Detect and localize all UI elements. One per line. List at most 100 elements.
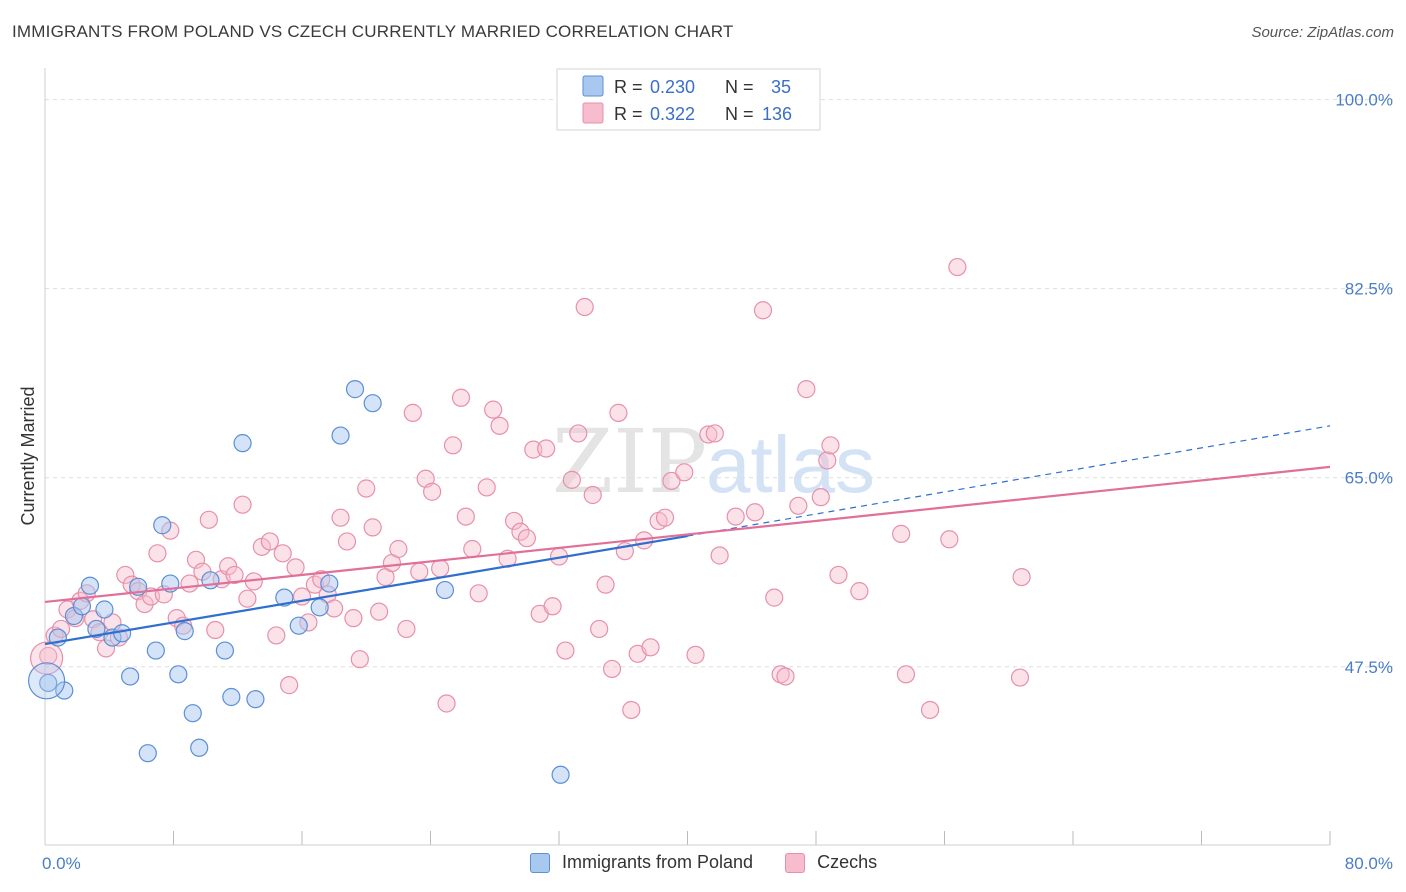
- x-tick-label-max: 80.0%: [1345, 854, 1393, 873]
- poland-point-large: [28, 662, 66, 700]
- legend-swatch-czech: [582, 102, 604, 124]
- czech-point: [753, 301, 773, 320]
- czech-point: [811, 488, 830, 507]
- czech-point: [148, 544, 167, 563]
- poland-point: [246, 690, 265, 709]
- czech-point: [596, 575, 615, 594]
- czech-point: [765, 588, 784, 607]
- poland-point: [169, 665, 188, 684]
- czech-point: [477, 478, 496, 497]
- czech-point: [583, 485, 602, 505]
- czech-point: [397, 619, 416, 639]
- czech-point: [280, 676, 299, 695]
- czech-point: [463, 539, 482, 559]
- czech-point: [443, 436, 463, 455]
- czech-point: [662, 471, 681, 491]
- czech-point: [273, 544, 292, 563]
- czech-point: [655, 508, 675, 527]
- y-tick-label: 100.0%: [1335, 91, 1393, 110]
- poland-point: [39, 673, 58, 693]
- poland-trend-extension: [687, 425, 1331, 537]
- czech-point: [451, 388, 471, 407]
- czech-point: [39, 646, 58, 666]
- bottom-legend-label-czech: Czechs: [817, 852, 878, 872]
- czech-point: [135, 594, 154, 614]
- czech-point: [892, 524, 911, 543]
- poland-point: [146, 641, 165, 660]
- poland-point: [153, 516, 172, 535]
- czech-point: [675, 463, 694, 482]
- czech-point: [821, 436, 840, 455]
- poland-point: [72, 597, 92, 616]
- czech-point: [410, 562, 429, 581]
- czech-point: [920, 700, 940, 720]
- czech-point: [431, 559, 450, 578]
- czech-point: [286, 558, 305, 577]
- czech-point: [116, 565, 135, 585]
- czech-point: [569, 424, 588, 443]
- poland-point: [331, 426, 350, 445]
- czech-point: [940, 530, 959, 549]
- watermark-atlas: atlas: [706, 420, 875, 509]
- czech-point: [267, 626, 286, 645]
- legend-r-label-poland: R =: [614, 77, 643, 97]
- chart-title: IMMIGRANTS FROM POLAND VS CZECH CURRENTL…: [12, 22, 734, 41]
- czech-point: [199, 510, 218, 529]
- legend-r-value-czech: 0.322: [650, 104, 695, 124]
- poland-point: [345, 380, 365, 399]
- czech-point: [517, 529, 536, 548]
- chart-source: Source: ZipAtlas.com: [1251, 24, 1394, 41]
- y-axis-label: Currently Married: [18, 386, 38, 525]
- czech-point: [456, 507, 475, 526]
- czech-point: [331, 508, 350, 527]
- poland-point: [95, 600, 114, 619]
- y-tick-label: 47.5%: [1345, 658, 1393, 677]
- czech-point: [699, 425, 718, 444]
- czech-point: [590, 619, 609, 639]
- czech-point: [389, 539, 408, 559]
- czech-point: [818, 451, 837, 470]
- czech-point: [1010, 668, 1030, 687]
- czech-point: [511, 522, 530, 541]
- poland-point: [275, 588, 294, 607]
- bottom-legend-czech: Czechs: [785, 852, 877, 873]
- czech-point: [622, 700, 641, 720]
- czech-point: [337, 532, 357, 551]
- czech-trend-line: [44, 465, 1331, 604]
- czech-point: [745, 503, 765, 522]
- czech-point: [206, 620, 225, 640]
- czech-point: [363, 518, 382, 537]
- czech-point: [504, 511, 524, 531]
- legend-n-label-czech: N =: [725, 104, 754, 124]
- bottom-legend-swatch-poland: [530, 852, 550, 873]
- czech-point: [543, 597, 562, 616]
- czech-point: [726, 507, 745, 526]
- czech-point: [260, 532, 279, 551]
- czech-point: [350, 650, 369, 669]
- czech-point: [370, 602, 389, 621]
- czech-point: [469, 584, 488, 603]
- legend-n-value-poland: 35: [771, 77, 791, 97]
- czech-point: [896, 665, 916, 684]
- czech-point: [562, 470, 581, 489]
- legend-n-value-czech: 136: [762, 104, 792, 124]
- czech-point: [556, 641, 575, 660]
- czech-point: [238, 589, 257, 608]
- poland-trend-line: [44, 534, 688, 646]
- czech-point: [423, 482, 442, 501]
- legend-r-label-czech: R =: [614, 104, 643, 124]
- y-tick-label: 65.0%: [1345, 469, 1393, 488]
- bottom-legend-poland: Immigrants from Poland: [530, 852, 753, 873]
- czech-point: [233, 495, 252, 514]
- czech-point: [850, 582, 869, 601]
- poland-point: [190, 738, 209, 757]
- poland-point: [112, 624, 132, 643]
- czech-point: [776, 667, 795, 686]
- poland-point: [215, 641, 234, 660]
- czech-point: [537, 439, 556, 458]
- poland-point: [138, 744, 157, 763]
- poland-point: [435, 580, 455, 600]
- x-tick-label-min: 0.0%: [42, 854, 81, 873]
- czech-point: [710, 546, 729, 565]
